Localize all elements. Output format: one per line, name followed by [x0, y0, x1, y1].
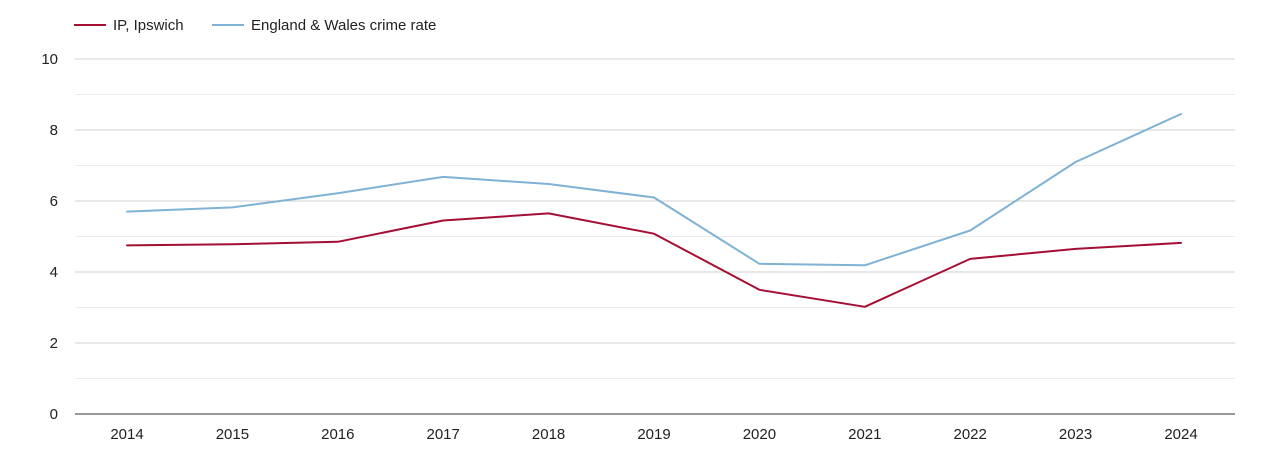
- x-tick-label-2023: 2023: [1059, 426, 1092, 443]
- y-tick-label-6: 6: [50, 193, 58, 210]
- data-point-ip-ipswich-2014[interactable]: [124, 242, 130, 248]
- x-tick-label-2017: 2017: [427, 426, 460, 443]
- y-tick-label-8: 8: [50, 122, 58, 139]
- data-point-ip-ipswich-2016[interactable]: [335, 239, 341, 245]
- data-point-ip-ipswich-2024[interactable]: [1178, 240, 1184, 246]
- x-tick-label-2015: 2015: [216, 426, 249, 443]
- legend-item-england-wales[interactable]: England & Wales crime rate: [212, 17, 436, 34]
- data-point-ip-ipswich-2020[interactable]: [756, 287, 762, 293]
- data-point-ip-ipswich-2021[interactable]: [862, 304, 868, 310]
- x-tick-label-2014: 2014: [110, 426, 143, 443]
- data-point-england-wales-crime-rate-2021[interactable]: [862, 262, 868, 268]
- series-group: [124, 111, 1184, 310]
- data-point-ip-ipswich-2022[interactable]: [967, 256, 973, 262]
- data-point-england-wales-crime-rate-2022[interactable]: [967, 227, 973, 233]
- series-line-ip-ipswich[interactable]: [126, 212, 1182, 308]
- data-point-ip-ipswich-2017[interactable]: [440, 218, 446, 224]
- data-point-england-wales-crime-rate-2014[interactable]: [124, 209, 130, 215]
- legend: IP, Ipswich England & Wales crime rate: [74, 17, 436, 34]
- data-point-england-wales-crime-rate-2020[interactable]: [756, 261, 762, 267]
- x-tick-label-2021: 2021: [848, 426, 881, 443]
- gridlines: [75, 58, 1235, 379]
- data-point-england-wales-crime-rate-2016[interactable]: [335, 190, 341, 196]
- data-point-england-wales-crime-rate-2019[interactable]: [651, 194, 657, 200]
- y-axis: 0 2 4 6 8 10: [41, 51, 58, 423]
- data-point-ip-ipswich-2018[interactable]: [546, 210, 552, 216]
- x-tick-label-2022: 2022: [954, 426, 987, 443]
- legend-item-ip-ipswich[interactable]: IP, Ipswich: [74, 17, 184, 34]
- x-axis: 2014 2015 2016 2017 2018 2019 2020 2021 2022 2023…: [75, 413, 1235, 443]
- y-tick-label-2: 2: [50, 335, 58, 352]
- legend-label-england-wales: England & Wales crime rate: [251, 17, 436, 34]
- data-point-ip-ipswich-2019[interactable]: [651, 231, 657, 237]
- data-point-ip-ipswich-2015[interactable]: [229, 241, 235, 247]
- legend-label-ip-ipswich: IP, Ipswich: [113, 17, 184, 34]
- data-point-england-wales-crime-rate-2023[interactable]: [1073, 159, 1079, 165]
- x-tick-label-2016: 2016: [321, 426, 354, 443]
- y-tick-label-10: 10: [41, 51, 58, 68]
- data-point-england-wales-crime-rate-2018[interactable]: [546, 181, 552, 187]
- series-line-england-wales-crime-rate[interactable]: [126, 113, 1182, 267]
- x-tick-label-2024: 2024: [1164, 426, 1197, 443]
- data-point-england-wales-crime-rate-2024[interactable]: [1178, 111, 1184, 117]
- x-tick-label-2018: 2018: [532, 426, 565, 443]
- data-point-england-wales-crime-rate-2015[interactable]: [229, 204, 235, 210]
- y-tick-label-4: 4: [50, 264, 58, 281]
- data-point-ip-ipswich-2023[interactable]: [1073, 246, 1079, 252]
- x-tick-label-2020: 2020: [743, 426, 776, 443]
- data-point-england-wales-crime-rate-2017[interactable]: [440, 174, 446, 180]
- x-tick-label-2019: 2019: [637, 426, 670, 443]
- y-tick-label-0: 0: [50, 406, 58, 423]
